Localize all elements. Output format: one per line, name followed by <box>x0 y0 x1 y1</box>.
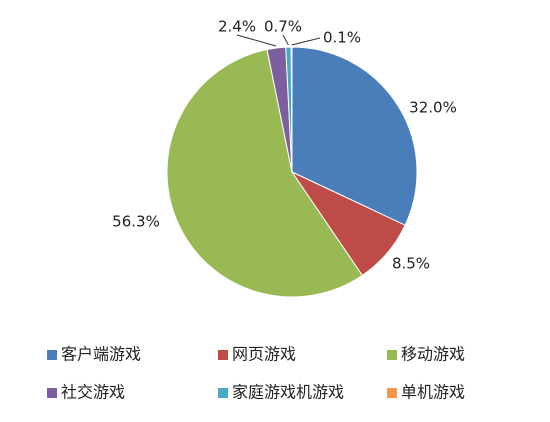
data-label: 0.7% <box>264 18 302 36</box>
data-label: 8.5% <box>392 255 430 273</box>
legend-swatch <box>387 388 397 398</box>
data-label: 32.0% <box>409 99 457 117</box>
legend-swatch <box>218 350 228 360</box>
legend-swatch <box>47 388 57 398</box>
legend-swatch <box>47 350 57 360</box>
data-label: 0.1% <box>323 29 361 47</box>
pie-slice <box>166 48 363 298</box>
pie-slice <box>291 46 418 226</box>
leader-line <box>282 34 289 46</box>
pie-slice <box>290 46 293 173</box>
data-label: 2.4% <box>218 18 256 36</box>
legend-label: 单机游戏 <box>401 383 465 402</box>
leader-line <box>291 37 321 46</box>
legend-label: 客户端游戏 <box>61 345 141 364</box>
legend-label: 社交游戏 <box>61 383 125 402</box>
legend-swatch <box>387 350 397 360</box>
legend-label: 家庭游戏机游戏 <box>232 383 344 402</box>
leader-line <box>236 34 277 47</box>
data-label: 56.3% <box>112 213 160 231</box>
legend-label: 移动游戏 <box>401 345 465 364</box>
legend-label: 网页游戏 <box>232 345 296 364</box>
legend-swatch <box>218 388 228 398</box>
